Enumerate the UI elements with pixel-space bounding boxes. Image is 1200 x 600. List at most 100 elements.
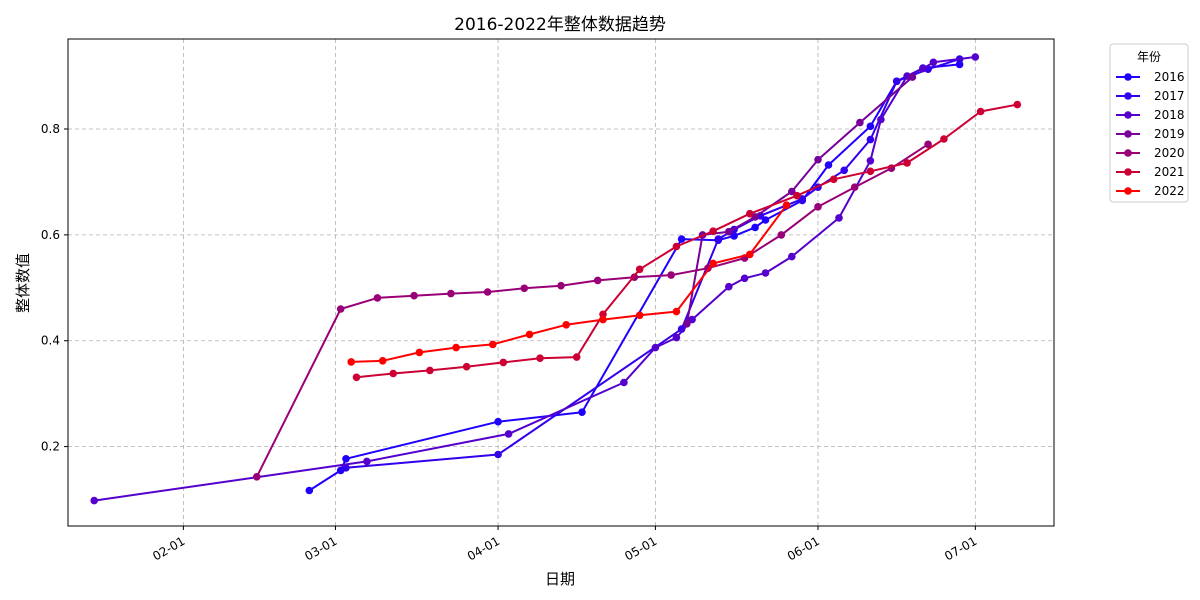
data-point-2020 (336, 305, 345, 313)
chart-title: 2016-2022年整体数据趋势 (454, 15, 666, 35)
data-point-2022 (599, 315, 607, 324)
data-point-2020 (447, 289, 455, 298)
data-point-2018 (788, 252, 796, 261)
y-tick-label: 0.6 (41, 228, 60, 242)
data-point-2021 (462, 362, 471, 371)
series-2016 (305, 60, 964, 495)
x-tick-label: 03-01 (302, 534, 339, 564)
data-point-2022 (562, 321, 570, 329)
data-point-2016 (866, 122, 875, 131)
x-tick-label: 06-01 (785, 534, 822, 564)
legend-item-2017: 2017 (1116, 89, 1185, 103)
legend-title: 年份 (1137, 50, 1161, 64)
data-point-2018 (929, 58, 938, 67)
data-point-2019 (856, 118, 864, 127)
data-point-2022 (415, 348, 424, 357)
data-point-2018 (672, 333, 681, 342)
data-point-2016 (342, 455, 350, 463)
data-point-2021 (536, 354, 544, 363)
legend-item-2018: 2018 (1116, 108, 1185, 122)
data-point-2021 (793, 191, 801, 200)
data-point-2018 (363, 457, 371, 466)
data-point-2022 (635, 311, 644, 320)
series-line-2022 (350, 204, 788, 363)
legend-label: 2018 (1154, 108, 1185, 122)
legend-label: 2021 (1154, 165, 1185, 179)
data-point-2016 (955, 60, 964, 69)
data-point-2020 (850, 183, 859, 191)
data-point-2019 (725, 227, 733, 236)
legend-marker (1124, 92, 1132, 100)
data-point-2020 (252, 473, 261, 481)
legend-marker (1124, 111, 1132, 119)
data-point-2019 (814, 155, 822, 164)
data-point-2021 (426, 366, 434, 375)
data-point-2016 (824, 161, 833, 169)
data-point-2018 (504, 430, 513, 438)
data-point-2020 (814, 203, 822, 211)
grid-lines (68, 39, 1054, 526)
data-point-2021 (572, 353, 581, 361)
data-point-2018 (866, 157, 875, 165)
data-point-2020 (777, 231, 786, 239)
data-point-2020 (557, 281, 565, 290)
data-point-2016 (761, 216, 770, 224)
series-lines (90, 53, 1022, 505)
data-point-2017 (342, 464, 350, 472)
data-point-2021 (499, 358, 508, 367)
data-point-2021 (709, 227, 717, 235)
legend-marker (1124, 73, 1132, 81)
data-point-2022 (746, 250, 754, 259)
series-line-2018 (93, 56, 977, 502)
y-tick-label: 0.8 (41, 122, 60, 136)
data-point-2019 (683, 320, 691, 328)
y-tick-label: 0.4 (41, 334, 60, 348)
legend-marker (1124, 130, 1132, 138)
data-point-2018 (725, 282, 733, 291)
data-point-2016 (578, 408, 586, 417)
x-tick-label: 05-01 (622, 534, 659, 564)
legend-label: 2022 (1154, 184, 1185, 198)
data-point-2021 (635, 265, 644, 274)
data-point-2021 (829, 175, 838, 184)
data-point-2021 (599, 310, 607, 319)
legend-label: 2017 (1154, 89, 1185, 103)
legend: 年份 2016 2017 2018 2019 2020 2021 2022 (1109, 43, 1189, 203)
data-point-2018 (835, 214, 843, 222)
data-point-2018 (651, 343, 660, 352)
y-tick-label: 0.2 (41, 440, 60, 454)
legend-label: 2020 (1154, 146, 1185, 160)
series-line-2020 (255, 143, 930, 478)
series-2020 (252, 140, 932, 481)
data-point-2022 (347, 358, 356, 366)
data-point-2016 (305, 486, 314, 495)
x-axis-ticks: 02-01 03-01 04-01 05-01 06-01 07-01 (150, 526, 979, 563)
series-2018 (90, 53, 980, 505)
legend-items: 2016 2017 2018 2019 2020 2021 2022 (1116, 70, 1185, 198)
data-point-2021 (866, 167, 875, 176)
data-point-2018 (740, 274, 749, 283)
x-axis-label: 日期 (545, 570, 575, 588)
data-point-2016 (751, 223, 759, 232)
data-point-2020 (483, 288, 492, 296)
data-point-2022 (452, 343, 460, 352)
x-tick-label: 02-01 (150, 534, 187, 564)
data-point-2017 (840, 166, 848, 175)
data-point-2021 (352, 373, 361, 382)
legend-item-2016: 2016 (1116, 70, 1185, 84)
legend-label: 2016 (1154, 70, 1185, 84)
data-point-2017 (494, 450, 502, 459)
data-point-2017 (677, 325, 686, 333)
series-line-2021 (355, 103, 1019, 379)
data-point-2021 (389, 369, 398, 378)
data-point-2017 (892, 77, 901, 86)
data-point-2017 (714, 235, 723, 243)
data-point-2021 (976, 107, 985, 116)
data-point-2019 (908, 73, 917, 81)
legend-item-2020: 2020 (1116, 146, 1185, 160)
y-axis-label: 整体数值 (14, 253, 32, 313)
data-point-2016 (494, 417, 502, 426)
series-line-2017 (345, 58, 961, 469)
legend-label: 2019 (1154, 127, 1185, 141)
